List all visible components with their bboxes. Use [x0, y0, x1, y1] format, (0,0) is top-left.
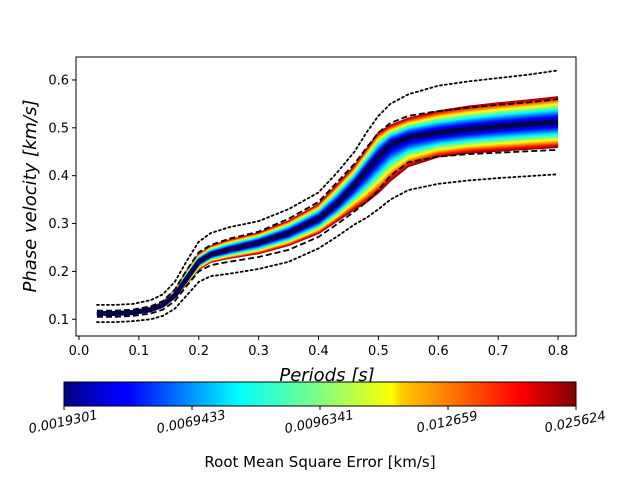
x-tick-label: 0.8: [548, 344, 569, 359]
x-tick-label: 0.4: [308, 344, 329, 359]
x-tick-label: 0.5: [368, 344, 389, 359]
curve-layer: [96, 69, 559, 324]
x-tick-label: 0.0: [69, 344, 90, 359]
ensemble-curve: [96, 143, 559, 316]
colorbar-tick-label: 0.025624: [543, 409, 607, 437]
x-axis-label: Periods [s]: [279, 365, 374, 386]
y-tick-label: 0.5: [48, 121, 69, 136]
colorbar-tick-label: 0.0019301: [27, 408, 99, 437]
y-tick-label: 0.1: [48, 313, 69, 328]
plot-area: 0.0 0.1 0.2 0.3 0.4 0.5 0.6 0.7 0.8 0.1 0.2 0.3 0.4…: [48, 56, 577, 359]
colorbar-gradient: [63, 381, 577, 407]
x-tick-label: 0.1: [129, 344, 150, 359]
x-tick-label: 0.3: [248, 344, 269, 359]
y-tick-label: 0.2: [48, 265, 69, 280]
plot-frame: [75, 56, 577, 337]
ensemble-curve: [96, 141, 559, 316]
colorbar-tick-label: 0.0096341: [283, 408, 355, 437]
ensemble-curve: [96, 142, 559, 316]
y-axis: 0.1 0.2 0.3 0.4 0.5 0.6: [48, 73, 76, 328]
dotted-envelope-line: [96, 69, 559, 306]
colorbar-label: Root Mean Square Error [km/s]: [204, 453, 435, 471]
x-tick-label: 0.6: [428, 344, 449, 359]
x-tick-label: 0.2: [188, 344, 209, 359]
colorbar: 0.0019301 0.0069433 0.0096341 0.012659 0.025…: [27, 381, 607, 471]
y-axis-label: Phase velocity [km/s]: [20, 100, 41, 293]
best-fit-curve: [96, 119, 559, 317]
dashed-envelope-line: [96, 148, 559, 318]
x-axis: 0.0 0.1 0.2 0.3 0.4 0.5 0.6 0.7 0.8: [69, 336, 569, 359]
x-tick-label: 0.7: [488, 344, 509, 359]
dashed-envelope-line: [96, 98, 559, 312]
y-tick-label: 0.4: [48, 169, 69, 184]
colorbar-tick-label: 0.012659: [415, 409, 479, 437]
dotted-envelope-line: [96, 173, 559, 324]
colorbar-tick-label: 0.0069433: [155, 408, 227, 437]
colorbar-ticks: 0.0019301 0.0069433 0.0096341 0.012659 0.025…: [27, 406, 607, 437]
y-tick-label: 0.6: [48, 73, 69, 88]
y-tick-label: 0.3: [48, 217, 69, 232]
